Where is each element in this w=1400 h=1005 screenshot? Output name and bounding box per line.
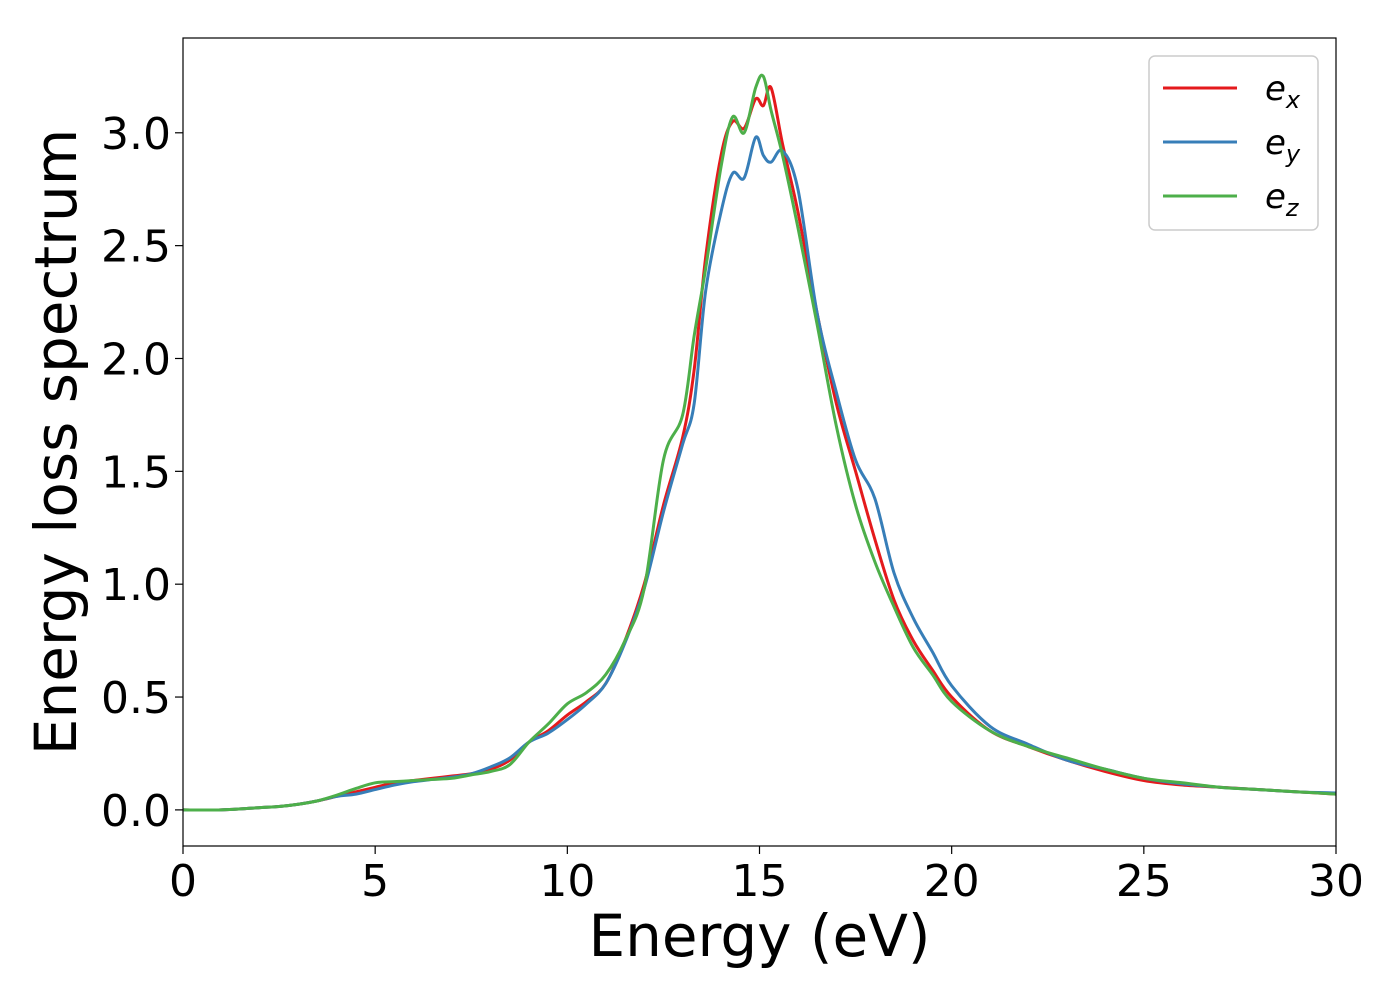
x-tick-label: 5 [361, 856, 389, 907]
x-tick-label: 10 [539, 856, 595, 907]
y-tick-label: 3.0 [101, 109, 171, 160]
y-tick-label: 2.0 [101, 334, 171, 385]
ticks-layer: 0 5 10 15 20 25 30 0.0 0.5 1.0 1.5 2.0 2.5 3.0 [101, 109, 1364, 907]
legend-label-x: ex [1265, 69, 1301, 114]
legend-label-main: e [1265, 123, 1286, 163]
legend-label-main: e [1265, 177, 1286, 217]
x-tick-label: 15 [732, 856, 788, 907]
x-tick-label: 20 [924, 856, 980, 907]
x-axis-label: Energy (eV) [588, 902, 930, 970]
y-axis-label: Energy loss spectrum [22, 129, 90, 755]
legend-label-subscript: x [1285, 86, 1301, 114]
legend-label-z: ez [1265, 177, 1300, 222]
y-tick-label: 1.0 [101, 560, 171, 611]
y-tick-label: 0.0 [101, 786, 171, 837]
legend-label-main: e [1265, 69, 1286, 109]
legend-label-y: ey [1265, 123, 1301, 168]
legend-label-subscript: y [1285, 140, 1301, 168]
series-group [183, 73, 1336, 812]
series-layer [183, 73, 1336, 812]
legend-label-subscript: z [1285, 194, 1300, 222]
y-tick-label: 0.5 [101, 673, 171, 724]
series-line-z [183, 73, 1336, 812]
x-tick-label: 30 [1308, 856, 1364, 907]
x-tick-label: 25 [1116, 856, 1172, 907]
y-tick-label: 1.5 [101, 447, 171, 498]
y-tick-label: 2.5 [101, 222, 171, 273]
x-tick-label: 0 [169, 856, 197, 907]
series-line-y [183, 135, 1336, 812]
